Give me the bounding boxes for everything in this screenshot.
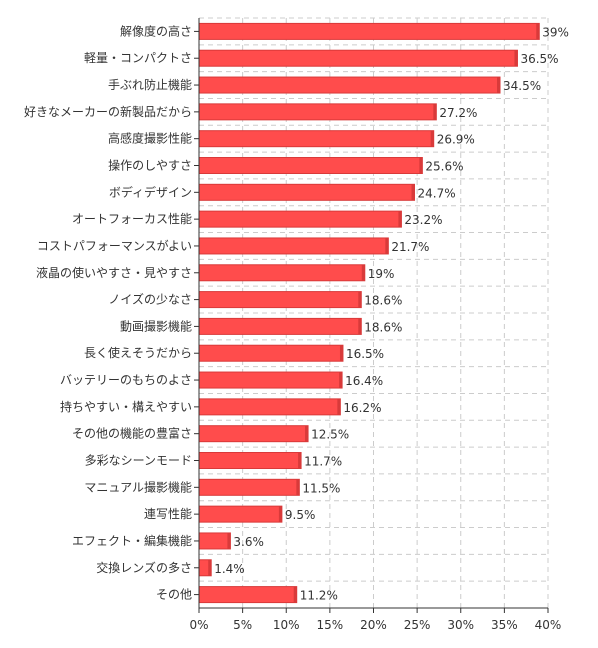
bar (198, 210, 402, 228)
bar (198, 344, 344, 362)
bar-edge (339, 372, 343, 389)
value-label: 1.4% (214, 562, 245, 576)
x-tick-label: 30% (447, 618, 474, 632)
category-label: 高感度撮影性能 (108, 131, 192, 146)
category-label: 軽量・コンパクトさ (84, 51, 192, 65)
bar (198, 157, 423, 174)
bar-edge (361, 264, 365, 281)
category-label: コストパフォーマンスがよい (37, 238, 192, 253)
category-label: 多彩なシーンモード (85, 454, 192, 468)
bar (198, 183, 416, 201)
category-label: 長く使えそうだから (84, 345, 192, 360)
bar (198, 452, 302, 469)
bar (198, 505, 283, 523)
category-label: マニュアル撮影機能 (84, 479, 192, 494)
x-tick-label: 35% (491, 618, 518, 632)
value-label: 18.6% (364, 320, 402, 334)
x-tick-label: 40% (535, 618, 562, 632)
value-label: 3.6% (233, 535, 264, 549)
value-label: 39% (542, 25, 569, 39)
bar-edge (278, 506, 282, 523)
bar-edge (411, 184, 415, 201)
category-label: ボディデザイン (109, 184, 192, 199)
bar (198, 264, 366, 282)
bar (198, 398, 341, 416)
value-label: 26.9% (437, 133, 475, 147)
bar-edge (305, 425, 309, 442)
value-label: 16.2% (343, 401, 381, 415)
bar (198, 49, 518, 67)
category-label: その他 (156, 588, 192, 602)
bar (198, 22, 540, 40)
value-label: 18.6% (364, 294, 402, 308)
bar-edge (419, 157, 423, 174)
value-label: 36.5% (520, 52, 558, 66)
bar-edge (385, 237, 389, 254)
bar-edge (227, 532, 231, 549)
value-label: 12.5% (311, 428, 349, 442)
category-label: その他の機能の豊富さ (72, 426, 192, 441)
bar-edge (298, 452, 302, 469)
bar (198, 291, 362, 309)
category-label: 手ぶれ防止機能 (108, 77, 192, 92)
bar-edge (293, 586, 297, 603)
x-tick-label: 20% (360, 618, 387, 632)
bar (198, 76, 501, 94)
category-label: エフェクト・編集機能 (72, 533, 192, 548)
category-label: 持ちやすい・構えやすい (60, 399, 192, 414)
value-label: 23.2% (404, 213, 442, 227)
bar-edge (536, 23, 540, 40)
value-label: 21.7% (391, 240, 429, 254)
category-label: 操作のしやすさ (108, 158, 192, 173)
category-label: 交換レンズの多さ (96, 560, 192, 575)
x-tick-label: 15% (317, 618, 344, 632)
x-tick-label: 5% (233, 618, 252, 632)
category-label: オートフォーカス性能 (72, 212, 192, 226)
value-label: 27.2% (439, 106, 477, 120)
bar (198, 478, 300, 496)
bar (198, 532, 231, 550)
category-label: バッテリーのもちのよさ (60, 373, 192, 387)
x-tick-label: 25% (404, 618, 431, 632)
bar-edge (358, 318, 362, 335)
bar-edge (514, 50, 518, 67)
category-label: 好きなメーカーの新製品だから (24, 104, 192, 119)
bar (198, 130, 435, 148)
value-label: 34.5% (503, 79, 541, 93)
value-label: 11.5% (302, 481, 340, 495)
category-label: 解像度の高さ (120, 23, 192, 38)
bar-edge (398, 211, 402, 228)
bar-edge (208, 559, 212, 576)
category-label: 動画撮影機能 (120, 318, 192, 333)
bar (198, 371, 343, 389)
bar (198, 317, 362, 335)
value-label: 16.5% (346, 347, 384, 361)
bar-edge (497, 77, 501, 94)
category-label: 液晶の使いやすさ・見やすさ (36, 265, 192, 280)
x-tick-label: 0% (189, 618, 208, 632)
value-label: 11.2% (300, 589, 338, 603)
category-label: ノイズの少なさ (108, 292, 192, 307)
bar-edge (430, 130, 434, 147)
bar-edge (433, 103, 437, 120)
category-label: 連写性能 (144, 507, 192, 521)
bar-edge (337, 398, 341, 415)
bar (198, 586, 298, 604)
x-tick-label: 10% (273, 618, 300, 632)
value-label: 11.7% (304, 455, 342, 469)
value-label: 19% (368, 267, 395, 281)
bar (198, 103, 437, 121)
value-label: 16.4% (345, 374, 383, 388)
bar-edge (296, 479, 300, 496)
bar (198, 237, 389, 255)
value-label: 9.5% (285, 508, 316, 522)
bar-edge (358, 291, 362, 308)
bar (198, 425, 309, 443)
value-label: 25.6% (425, 160, 463, 174)
value-label: 24.7% (418, 186, 456, 200)
bar-edge (339, 345, 343, 362)
